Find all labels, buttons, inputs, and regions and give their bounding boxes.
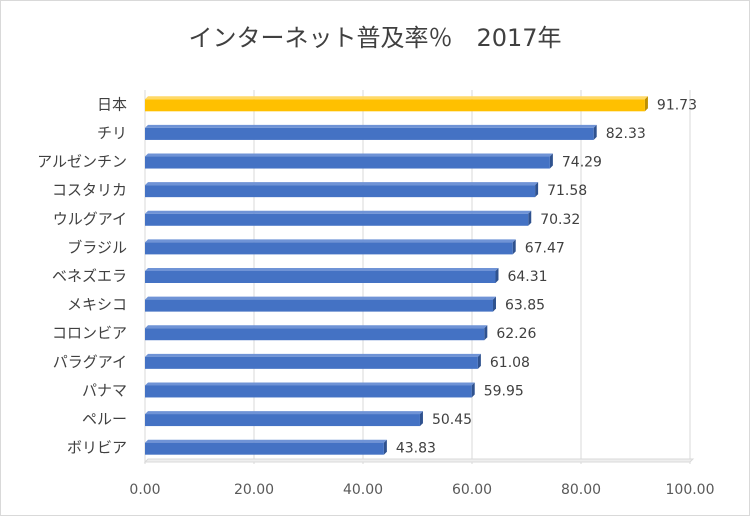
bar (145, 242, 513, 255)
data-label: 67.47 (525, 240, 565, 256)
bar (145, 271, 496, 283)
bar-top (145, 439, 387, 443)
category-label: 日本 (97, 95, 127, 113)
data-label: 82.33 (606, 126, 646, 142)
bar-side (549, 153, 553, 169)
bar (145, 385, 472, 398)
bar (145, 442, 384, 455)
bar-side (535, 182, 539, 198)
data-label: 70.32 (540, 212, 580, 228)
x-tick-label: 40.00 (343, 482, 383, 498)
bar (145, 299, 493, 312)
category-label: コスタリカ (52, 181, 127, 199)
data-label: 43.83 (396, 441, 436, 457)
data-label: 74.29 (562, 155, 602, 171)
bar-top (145, 210, 532, 214)
axis-floor (143, 458, 695, 463)
category-label: パナマ (82, 381, 127, 399)
bar-side (383, 439, 387, 455)
bar-top (145, 268, 499, 271)
bar-top (145, 153, 553, 157)
bar-side (419, 411, 423, 427)
data-label: 50.45 (432, 412, 472, 428)
data-label: 62.26 (496, 326, 536, 342)
category-label: メキシコ (67, 296, 127, 314)
bar-top (145, 382, 475, 386)
category-label: パラグアイ (53, 353, 127, 371)
category-label: ボリビア (67, 439, 127, 457)
bar-top (145, 411, 423, 415)
bar (145, 185, 536, 198)
category-label: コロンビア (52, 324, 127, 342)
x-tick-label: 0.00 (129, 482, 160, 498)
bar (145, 414, 420, 427)
bar-top (145, 296, 496, 300)
bar (145, 99, 645, 112)
data-label: 71.58 (547, 183, 587, 199)
category-label: ペルー (82, 410, 127, 428)
bar-side (528, 210, 532, 226)
chart-title: インターネット普及率％ 2017年 (188, 24, 562, 52)
data-label: 63.85 (505, 298, 545, 314)
data-label: 61.08 (490, 355, 530, 371)
bar (145, 127, 594, 140)
bar-top (145, 124, 597, 128)
data-label: 91.73 (657, 97, 697, 113)
bar (145, 356, 478, 369)
bar-side (644, 96, 648, 112)
bar-top (145, 325, 488, 329)
category-label: ウルグアイ (53, 210, 127, 228)
bar-top (145, 182, 539, 186)
x-tick-label: 80.00 (561, 482, 601, 498)
bar (145, 156, 550, 169)
data-label: 64.31 (507, 269, 547, 285)
bar-top (145, 239, 516, 243)
bar-side (492, 296, 496, 312)
bar-side (593, 124, 597, 140)
x-tick-label: 60.00 (452, 482, 492, 498)
bar-side (477, 353, 481, 369)
category-label: ベネズエラ (52, 267, 127, 285)
bar-side (471, 382, 475, 398)
bar-side (495, 268, 499, 283)
bar-top (145, 353, 481, 357)
data-label: 59.95 (484, 383, 524, 399)
bar-side (512, 239, 516, 255)
x-tick-label: 20.00 (234, 482, 274, 498)
category-label: チリ (97, 124, 127, 142)
category-label: ブラジル (67, 238, 127, 256)
bar-top (145, 96, 648, 100)
x-tick-label: 100.00 (666, 482, 715, 498)
bar (145, 213, 529, 226)
bar (145, 328, 485, 341)
bar-side (484, 325, 488, 341)
category-label: アルゼンチン (37, 153, 127, 171)
